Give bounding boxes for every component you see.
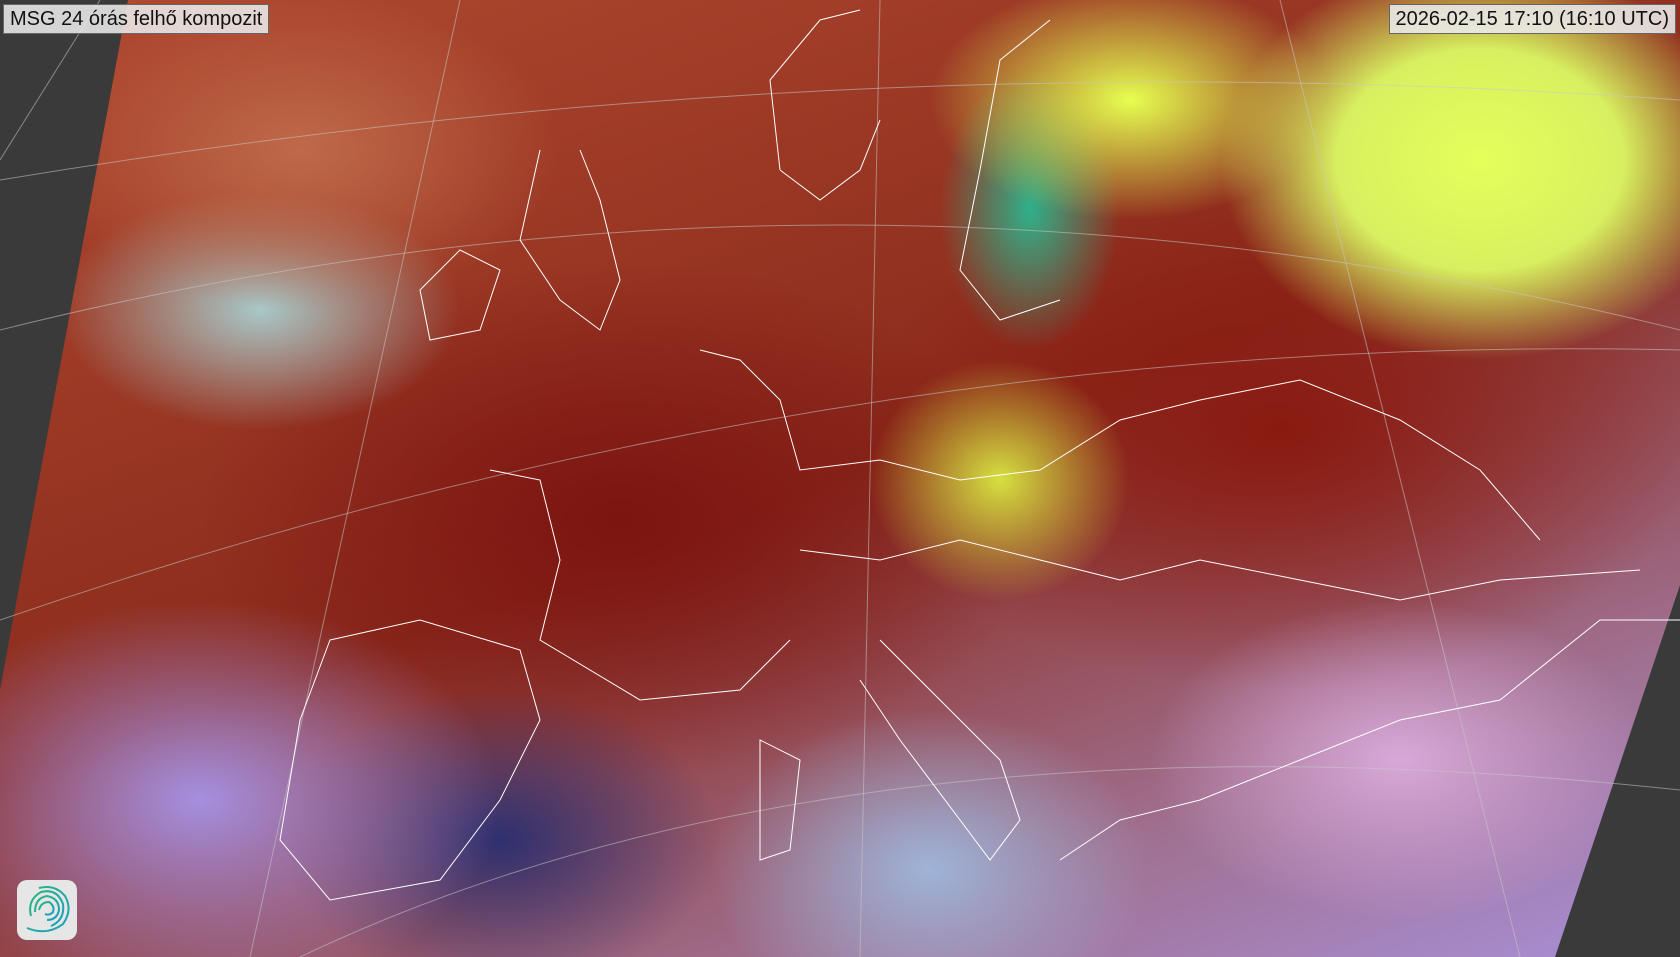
- product-title: MSG 24 órás felhő kompozit: [3, 4, 270, 34]
- spiral-logo-icon: [17, 880, 77, 940]
- timestamp-label: 2026-02-15 17:10 (16:10 UTC): [1388, 4, 1676, 34]
- coastlines: [279, 9, 1680, 901]
